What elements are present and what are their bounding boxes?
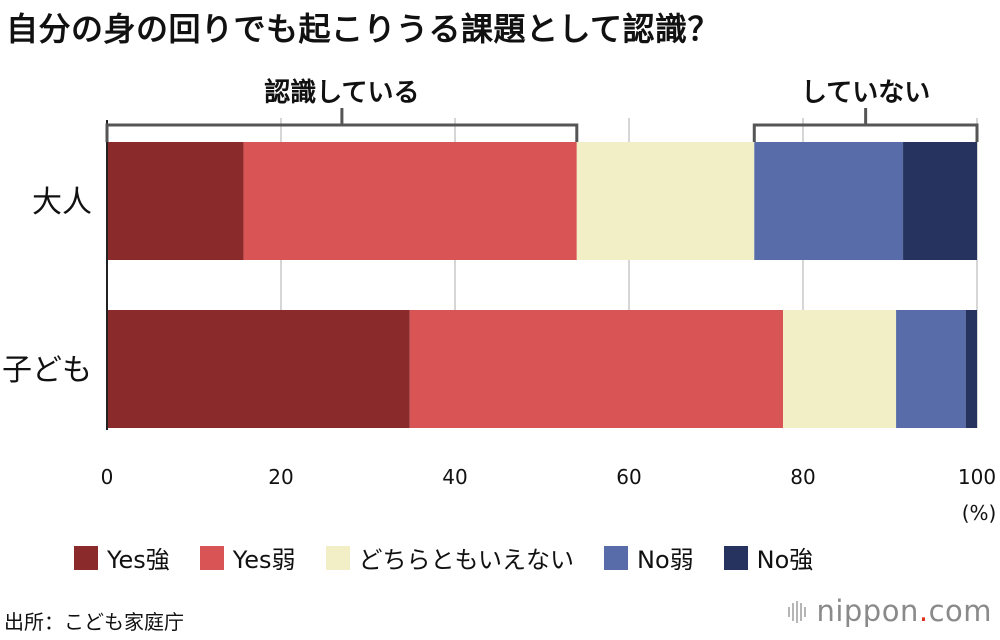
bar-segment-1-0	[107, 310, 410, 428]
x-tick-label-0: 0	[101, 465, 114, 489]
recognized-bracket	[105, 123, 579, 142]
bar-segment-0-3	[754, 142, 904, 260]
legend-item-1: Yes弱	[199, 540, 296, 575]
logo-dot: .	[918, 594, 929, 628]
bar-segment-1-1	[409, 310, 783, 428]
legend-item-3: No弱	[604, 540, 694, 575]
category-label-0: 大人	[32, 185, 92, 220]
legend-item-0: Yes強	[74, 540, 170, 575]
legend-label-4: No強	[756, 546, 814, 574]
recognized-label: 認識している	[264, 77, 419, 108]
x-tick-label-20: 20	[268, 465, 293, 489]
x-unit-label: (%)	[962, 501, 997, 525]
logo-text: nippon.com	[816, 594, 992, 628]
legend-item-2: どちらともいえない	[325, 540, 575, 575]
bar-segment-1-2	[782, 310, 897, 428]
bar-segment-0-4	[903, 142, 977, 260]
legend-swatch-4	[723, 545, 748, 570]
bar-segment-1-4	[965, 310, 977, 428]
legend-item-4: No強	[723, 540, 814, 575]
nippon-logo: nippon.com	[786, 594, 992, 628]
legend-label-1: Yes弱	[232, 546, 296, 574]
bar-segment-1-3	[896, 310, 966, 428]
bar-segment-0-1	[243, 142, 577, 260]
legend-swatch-0	[74, 545, 98, 570]
legend-swatch-3	[604, 545, 629, 570]
legend-label-3: No弱	[637, 546, 694, 574]
bar-segment-0-2	[576, 142, 755, 260]
legend-label-2: どちらともいえない	[358, 546, 575, 574]
x-tick-label-60: 60	[616, 465, 641, 489]
x-tick-label-80: 80	[790, 465, 815, 489]
x-tick-label-100: 100	[958, 465, 996, 489]
bar-segment-0-0	[107, 142, 244, 260]
category-label-1: 子ども	[2, 353, 92, 388]
x-tick-label-40: 40	[442, 465, 467, 489]
logo-mark-icon	[788, 601, 807, 623]
legend-label-0: Yes強	[107, 546, 170, 574]
logo-suffix: com	[928, 594, 992, 628]
legend-swatch-2	[325, 545, 350, 570]
logo-main: nippon	[816, 594, 919, 628]
source-note: 出所：こども家庭庁	[4, 610, 184, 634]
legend: Yes強 Yes弱 どちらともいえない No弱 No強	[74, 540, 843, 575]
chart-title: 自分の身の回りでも起こりうる課題として認識？	[6, 10, 721, 48]
legend-swatch-1	[199, 545, 224, 570]
not-recognized-bracket	[752, 123, 979, 142]
not-recognized-label: していない	[801, 78, 930, 108]
